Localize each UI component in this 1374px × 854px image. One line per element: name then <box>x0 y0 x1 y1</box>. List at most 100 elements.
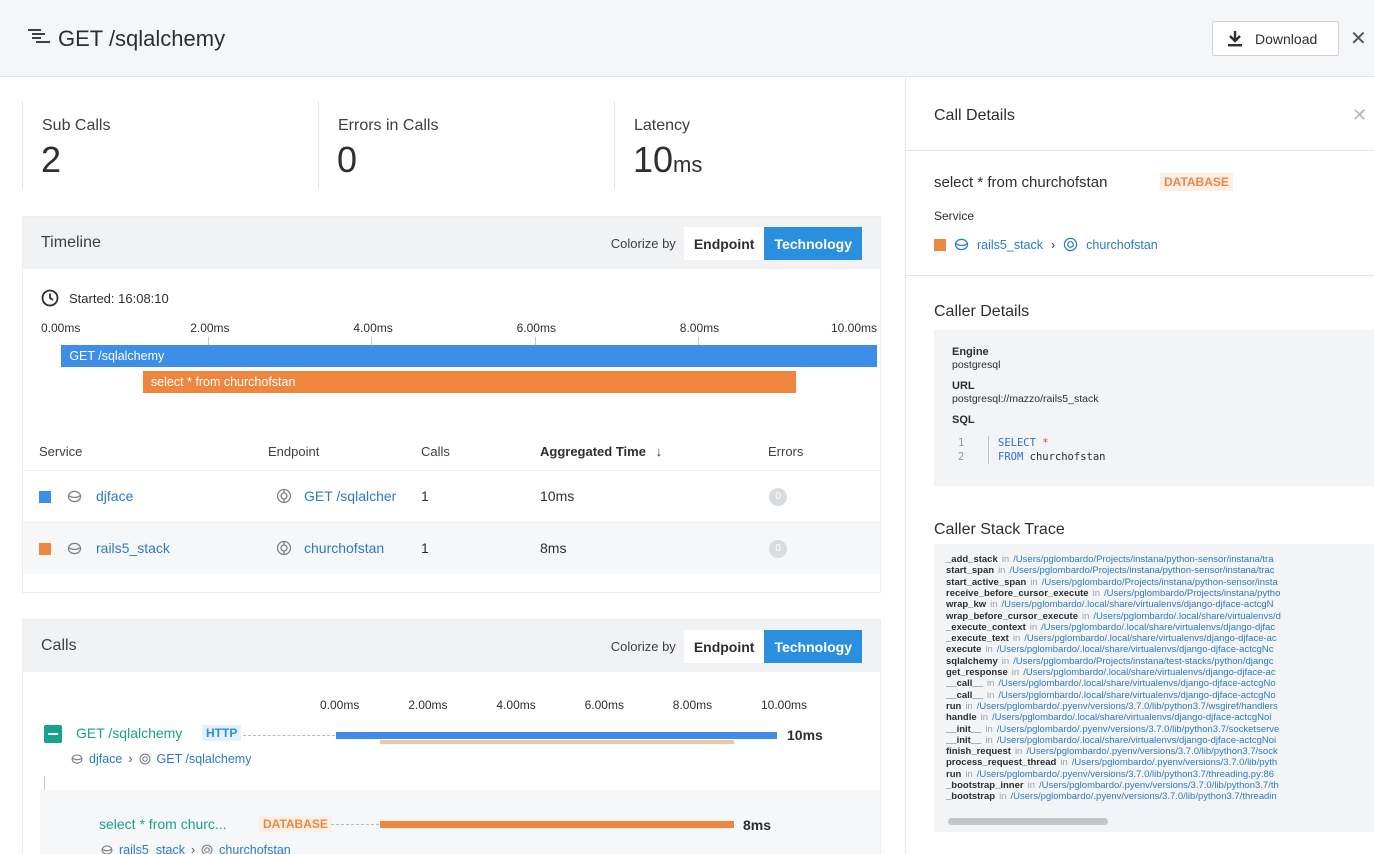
horizontal-scrollbar[interactable] <box>948 818 1108 825</box>
col-calls[interactable]: Calls <box>421 444 450 459</box>
colorize-toggle: Colorize by Endpoint Technology <box>611 227 862 260</box>
col-endpoint[interactable]: Endpoint <box>268 444 320 459</box>
close-details-icon[interactable]: ✕ <box>1352 105 1368 125</box>
stack-file-path-link[interactable]: /Users/pglombardo/.local/share/virtualen… <box>998 678 1276 690</box>
service-link[interactable]: djface <box>96 488 134 504</box>
endpoint-link[interactable]: churchofstan <box>1086 237 1158 252</box>
stack-file-path-link[interactable]: /Users/pglombardo/.pyenv/versions/3.7.0/… <box>1010 791 1277 803</box>
service-color-swatch <box>934 238 946 251</box>
service-link[interactable]: rails5_stack <box>977 237 1043 252</box>
details-title: Call Details <box>934 107 1015 124</box>
stack-in-word: in <box>1082 610 1090 622</box>
stack-in-word: in <box>1001 655 1010 667</box>
stack-frame: _bootstrap_inner in/Users/pglombardo/.pye… <box>946 780 1279 791</box>
stack-file-path-link[interactable]: /Users/pglombardo/.pyenv/versions/3.7.0/… <box>1039 780 1279 791</box>
stack-function: execute <box>946 644 982 656</box>
timeline-tick-mark <box>208 337 210 345</box>
stack-file-path-link[interactable]: /Users/pglombardo/.local/share/virtualen… <box>1001 599 1274 611</box>
service-link[interactable]: rails5_stack <box>119 843 185 854</box>
stack-in-word: in <box>985 723 993 735</box>
stack-file-path-link[interactable]: /Users/pglombardo/.local/share/virtualen… <box>1093 610 1281 622</box>
sql-line: FROM churchofstan <box>998 451 1105 463</box>
timeline-tick-mark <box>697 337 699 345</box>
colorize-label: Colorize by <box>610 236 676 251</box>
col-errors[interactable]: Errors <box>768 444 804 459</box>
stack-file-path-link[interactable]: /Users/pglombardo/Projects/instana/pytho… <box>1013 554 1274 565</box>
download-label: Download <box>1255 30 1318 47</box>
stack-function: wrap_kw <box>946 599 987 611</box>
service-link[interactable]: djface <box>89 752 123 766</box>
close-icon[interactable]: ✕ <box>1350 28 1367 50</box>
download-button[interactable]: Download <box>1212 21 1339 56</box>
colorize-endpoint-button[interactable]: Endpoint <box>683 630 765 663</box>
stack-file-path-link[interactable]: /Users/pglombardo/.pyenv/versions/3.7.0/… <box>996 723 1280 735</box>
stack-file-path-link[interactable]: /Users/pglombardo/.local/share/virtualen… <box>998 689 1276 701</box>
stack-file-path-link[interactable]: /Users/pglombardo/.local/share/virtualen… <box>996 644 1274 656</box>
collapse-icon[interactable] <box>44 725 62 743</box>
download-icon <box>1228 31 1242 47</box>
stack-file-path-link[interactable]: /Users/pglombardo/.local/share/virtualen… <box>1041 621 1276 633</box>
stack-file-path-link[interactable]: /Users/pglombardo/.local/share/virtualen… <box>1024 633 1277 645</box>
sql-text: * <box>1042 437 1049 449</box>
timeline-span-bar[interactable]: select * from churchofstan <box>142 371 796 393</box>
col-aggregated-time[interactable]: Aggregated Time ↓ <box>540 444 662 459</box>
chevron-right-icon: › <box>1051 237 1056 252</box>
call-name-link[interactable]: GET /sqlalchemy <box>76 725 183 741</box>
stack-file-path-link[interactable]: /Users/pglombardo/.pyenv/versions/3.7.0/… <box>976 700 1278 712</box>
endpoint-icon <box>276 488 292 504</box>
colorize-technology-button[interactable]: Technology <box>764 227 862 260</box>
stack-trace-box[interactable]: _add_stack in/Users/pglombardo/Projects/i… <box>934 544 1374 832</box>
timeline-tick-label: 2.00ms <box>190 321 230 335</box>
stack-in-word: in <box>986 689 995 701</box>
table-row[interactable]: rails5_stack churchofstan 1 8ms 0 <box>23 522 880 574</box>
stat-label: Latency <box>634 117 691 134</box>
stack-file-path-link[interactable]: /Users/pglombardo/Projects/instana/pytho… <box>1009 565 1275 577</box>
stack-file-path-link[interactable]: /Users/pglombardo/Projects/instana/test-… <box>1013 655 1274 667</box>
stack-frame: run in/Users/pglombardo/.pyenv/versions/3… <box>946 769 1274 780</box>
stack-file-path-link[interactable]: /Users/pglombardo/.local/share/virtualen… <box>1023 667 1276 678</box>
timeline-tick-mark <box>371 337 373 345</box>
stack-file-path-link[interactable]: /Users/pglombardo/.pyenv/versions/3.7.0/… <box>976 768 1275 780</box>
engine-value: postgresql <box>952 359 1001 371</box>
stack-file-path-link[interactable]: /Users/pglombardo/Projects/instana/pytho <box>1104 587 1281 599</box>
calls-tick-label: 4.00ms <box>496 698 536 712</box>
endpoint-link[interactable]: churchofstan <box>304 540 385 556</box>
call-duration-bar <box>336 732 777 739</box>
stack-in-word: in <box>965 700 973 712</box>
call-name-link[interactable]: select * from churc... <box>99 816 227 832</box>
colorize-endpoint-button[interactable]: Endpoint <box>683 227 765 260</box>
timeline-span-bar[interactable]: GET /sqlalchemy <box>61 345 878 367</box>
endpoint-link[interactable]: GET /sqlalchemy <box>156 752 252 766</box>
selected-call-name: select * from churchofstan <box>934 174 1108 191</box>
stack-file-path-link[interactable]: /Users/pglombardo/.pyenv/versions/3.7.0/… <box>1026 746 1278 758</box>
calls-body: 0.00ms 2.00ms 4.00ms 6.00ms 8.00ms 10.00ms GE… <box>23 672 880 854</box>
stat-label: Errors in Calls <box>338 117 439 134</box>
colorize-technology-button[interactable]: Technology <box>764 630 862 663</box>
stack-file-path-link[interactable]: /Users/pglombardo/.local/share/virtualen… <box>992 712 1272 724</box>
panel-title: Calls <box>41 637 77 654</box>
calls-panel: Calls Colorize by Endpoint Technology 0.… <box>22 619 881 854</box>
chevron-right-icon: › <box>128 752 133 766</box>
caller-details-title: Caller Details <box>934 303 1030 320</box>
stack-frame: __call__ in/Users/pglombardo/.local/share… <box>946 678 1276 689</box>
stack-in-word: in <box>999 791 1007 803</box>
endpoint-link[interactable]: GET /sqlalcher <box>304 488 397 504</box>
stack-in-word: in <box>990 599 998 611</box>
stack-in-word: in <box>985 644 993 656</box>
child-duration-bar <box>380 740 734 744</box>
col-service[interactable]: Service <box>39 444 83 459</box>
table-row[interactable]: djface GET /sqlalcher 1 10ms 0 <box>23 470 880 522</box>
aggregated-time: 10ms <box>540 488 575 504</box>
stack-frame: __init__ in/Users/pglombardo/.pyenv/versi… <box>946 724 1279 735</box>
stack-frame: finish_request in/Users/pglombardo/.pyenv… <box>946 746 1278 757</box>
endpoint-icon <box>276 540 292 556</box>
calls-tick-label: 6.00ms <box>584 698 624 712</box>
stack-file-path-link[interactable]: /Users/pglombardo/Projects/instana/pytho… <box>1041 576 1278 588</box>
stack-function: process_request_thread <box>946 757 1057 769</box>
stack-frame: wrap_before_cursor_execute in/Users/pglom… <box>946 611 1281 622</box>
endpoint-link[interactable]: churchofstan <box>219 843 291 854</box>
stack-file-path-link[interactable]: /Users/pglombardo/.local/share/virtualen… <box>996 734 1277 746</box>
stack-file-path-link[interactable]: /Users/pglombardo/.pyenv/versions/3.7.0/… <box>1071 757 1278 769</box>
stack-frame: __init__ in/Users/pglombardo/.local/share… <box>946 735 1276 746</box>
service-link[interactable]: rails5_stack <box>96 540 170 556</box>
